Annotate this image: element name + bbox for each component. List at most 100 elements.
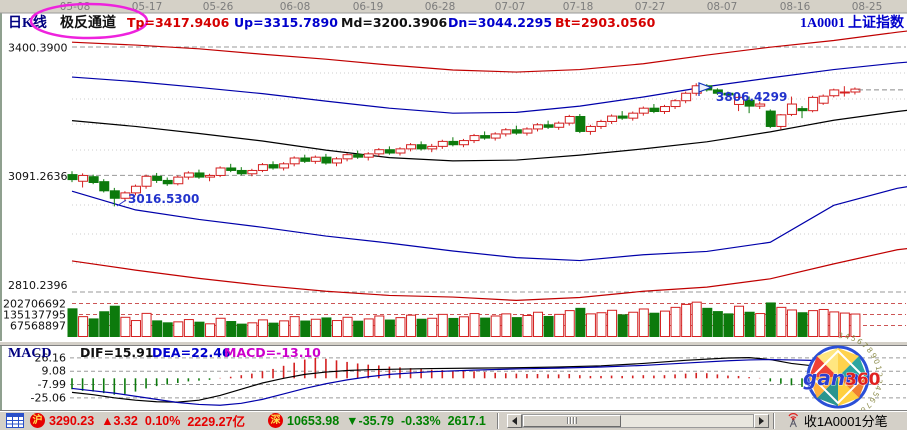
candle bbox=[596, 119, 607, 129]
candle bbox=[321, 153, 332, 165]
volume-bar bbox=[321, 317, 332, 337]
sh-index-quote: 沪 3290.23 ▲3.32 0.10% 2229.27亿 bbox=[24, 411, 252, 430]
scroll-right-button[interactable] bbox=[753, 413, 769, 428]
date-tick-label: 07-07 bbox=[495, 1, 526, 13]
macd-tick-label: 9.08 bbox=[42, 365, 67, 378]
channel-param-value: Dn=3044.2295 bbox=[448, 15, 552, 30]
candle bbox=[585, 124, 596, 135]
volume-bar bbox=[332, 320, 342, 338]
volume-bar bbox=[130, 320, 141, 338]
channel-line-up bbox=[71, 61, 907, 114]
logo-360-text: 360 bbox=[845, 370, 881, 390]
volume-bar bbox=[120, 316, 131, 337]
candle bbox=[554, 121, 565, 130]
volume-bar bbox=[829, 311, 840, 338]
candle bbox=[712, 88, 723, 95]
candle bbox=[109, 187, 120, 207]
date-tick-label: 05-26 bbox=[203, 1, 234, 13]
candle bbox=[226, 163, 237, 173]
candle bbox=[617, 111, 628, 120]
channel-line-md bbox=[71, 109, 907, 162]
volume-bar bbox=[458, 316, 469, 337]
candle bbox=[78, 173, 89, 188]
volume-bar bbox=[279, 320, 290, 338]
sh-market-badge: 沪 bbox=[30, 413, 45, 428]
volume-bar bbox=[427, 317, 438, 337]
candle bbox=[607, 114, 618, 124]
volume-bar bbox=[702, 307, 713, 337]
candle bbox=[533, 123, 544, 132]
candle bbox=[744, 96, 755, 114]
volume-bar bbox=[522, 314, 533, 337]
macd-tick-label: -25.06 bbox=[31, 391, 66, 404]
channel-line-bt bbox=[71, 247, 907, 302]
peak-flag-marker bbox=[698, 82, 713, 96]
volume-bar bbox=[554, 313, 565, 338]
volume-bar bbox=[215, 317, 226, 337]
low-price-annotation: 3016.5300 bbox=[128, 192, 199, 206]
candle bbox=[236, 167, 247, 176]
candle bbox=[564, 114, 575, 126]
candle bbox=[310, 155, 321, 164]
macd-pane: 26.169.08-7.99-25.06 bbox=[31, 351, 906, 406]
candle bbox=[543, 120, 554, 129]
candle bbox=[522, 127, 533, 136]
channel-param-value: Bt=2903.0560 bbox=[555, 15, 656, 30]
sz-market-badge: 深 bbox=[268, 413, 284, 428]
volume-bar bbox=[818, 308, 829, 338]
volume-bar bbox=[342, 316, 353, 337]
symbol-code: 1A0001 bbox=[800, 16, 845, 31]
high-price-annotation: 3806.4299 bbox=[716, 90, 787, 104]
sz-price: 10653.98 bbox=[287, 413, 340, 428]
candle bbox=[670, 99, 681, 110]
horizontal-scrollbar[interactable] bbox=[506, 413, 769, 428]
sz-change-percent: -0.33% bbox=[401, 413, 441, 428]
candle bbox=[448, 137, 459, 147]
date-tick-label: 08-07 bbox=[707, 1, 738, 13]
candle bbox=[120, 191, 131, 202]
sz-turnover: 2617.1 bbox=[447, 413, 486, 428]
volume-bar bbox=[617, 314, 628, 337]
channel-param-value: Md=3200.3906 bbox=[341, 15, 447, 30]
candle bbox=[437, 139, 448, 149]
candle bbox=[808, 95, 819, 113]
logo-pinwheel bbox=[809, 348, 867, 406]
candle bbox=[289, 156, 300, 167]
sh-change: ▲3.32 bbox=[101, 413, 138, 428]
volume-bar bbox=[786, 309, 797, 337]
candle bbox=[786, 96, 797, 117]
volume-bar bbox=[437, 313, 448, 338]
date-tick-label: 08-25 bbox=[852, 1, 883, 13]
candle bbox=[659, 104, 670, 115]
volume-tick-label: 202706692 bbox=[3, 298, 66, 311]
candle bbox=[300, 154, 311, 163]
candle bbox=[480, 131, 491, 140]
volume-bar bbox=[797, 312, 808, 337]
candle bbox=[818, 94, 829, 105]
scrollbar-track[interactable] bbox=[521, 413, 754, 428]
quote-table-icon[interactable] bbox=[6, 413, 24, 428]
volume-bar bbox=[205, 323, 216, 337]
volume-bar bbox=[691, 301, 702, 337]
candle bbox=[173, 175, 184, 186]
volume-bar bbox=[152, 320, 163, 338]
candle bbox=[194, 169, 205, 179]
volume-bar bbox=[501, 313, 512, 338]
statusbar-divider-2 bbox=[772, 412, 775, 429]
volume-bar bbox=[384, 319, 395, 338]
scrollbar-thumb[interactable] bbox=[522, 414, 621, 427]
volume-bar bbox=[236, 323, 247, 337]
volume-bar bbox=[395, 317, 406, 337]
volume-bar bbox=[712, 311, 723, 338]
candle bbox=[511, 125, 522, 135]
volume-bar bbox=[257, 319, 268, 337]
candle bbox=[575, 114, 586, 134]
volume-bar bbox=[109, 305, 120, 337]
macd-dea-value: DEA=22.46 bbox=[152, 345, 231, 360]
price-gridlines: 3400.3900 3091.2636 2810.2396 bbox=[8, 42, 906, 293]
sz-index-quote: 深 10653.98 ▼-35.79 -0.33% 2617.1 bbox=[262, 413, 493, 428]
scroll-left-button[interactable] bbox=[506, 413, 522, 428]
price-tick-label: 2810.2396 bbox=[8, 279, 68, 292]
pane-divider bbox=[0, 341, 907, 346]
